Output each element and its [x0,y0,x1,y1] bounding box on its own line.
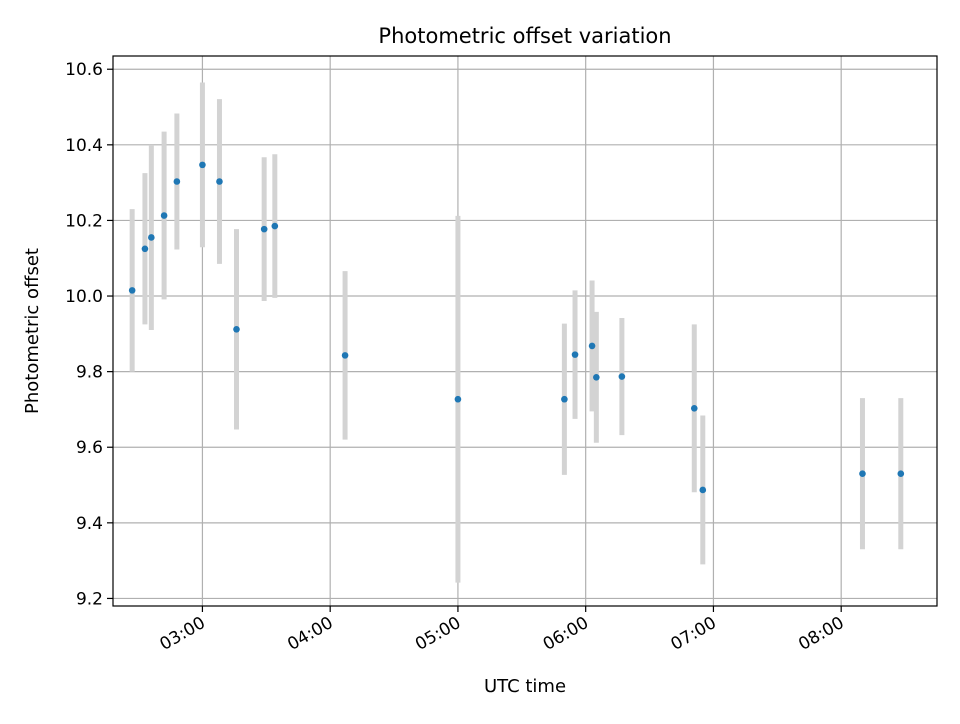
data-point [561,395,568,403]
data-point [160,212,168,219]
y-tick-label: 10.2 [65,211,103,231]
error-bars [129,82,904,583]
x-tick-label: 07:00 [667,613,719,655]
y-tick-label: 9.6 [76,438,103,458]
y-tick-label: 10.4 [65,136,103,156]
data-points [128,161,905,494]
y-tick-label: 9.4 [76,514,103,534]
data-point [690,405,698,412]
y-tick-label: 10.0 [65,287,103,307]
data-point [141,245,149,253]
x-tick-label: 04:00 [284,613,336,655]
data-point [271,222,279,230]
data-point [260,225,268,233]
data-point [454,395,462,403]
data-point [593,374,600,381]
data-point [216,178,223,185]
x-tick-label: 03:00 [156,613,208,655]
data-point [699,486,707,494]
data-point [897,470,905,477]
data-point [199,161,206,169]
x-tick-label: 05:00 [412,613,464,655]
data-point [128,287,136,294]
data-point [588,342,596,350]
x-tick-label: 08:00 [795,613,847,655]
x-axis-label: UTC time [484,676,566,697]
y-axis-ticks: 9.2 9.4 9.6 9.8 10.0 10.2 10.4 10.6 [65,60,113,609]
y-tick-label: 9.2 [76,589,103,609]
x-axis-ticks: 03:00 04:00 05:00 06:00 07:00 08:00 [156,606,848,655]
data-point [618,373,626,380]
chart-title: Photometric offset variation [378,24,671,48]
plot-frame [112,55,938,607]
y-tick-label: 9.8 [76,363,103,383]
y-axis-label: Photometric offset [22,248,43,414]
data-point [571,351,579,358]
data-point [233,325,240,333]
data-point [859,470,866,477]
grid [113,56,937,606]
x-tick-label: 06:00 [540,613,592,655]
data-point [173,178,181,185]
data-point [148,234,155,241]
y-tick-label: 10.6 [65,60,103,80]
data-point [341,352,349,359]
